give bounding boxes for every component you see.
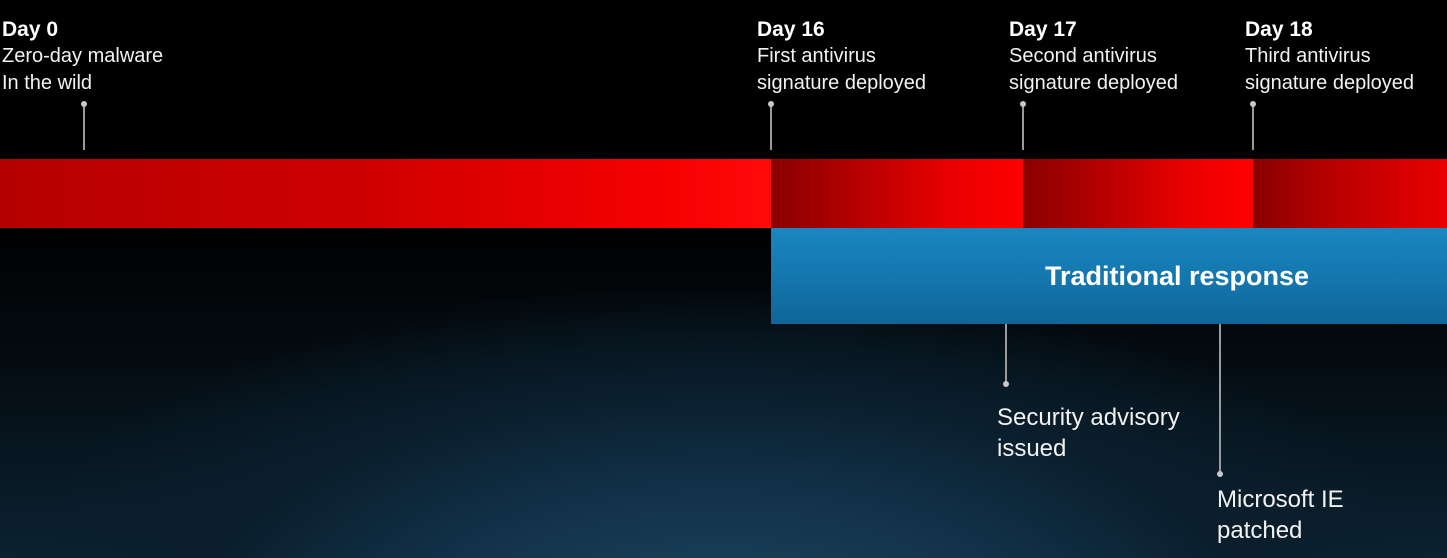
connector-day-16	[768, 101, 774, 150]
connector-ie-patched	[1217, 324, 1223, 477]
milestone-description-line: signature deployed	[1009, 72, 1179, 94]
annotation-line: Security advisory	[997, 404, 1180, 431]
milestone-day-16: Day 16 First antivirus signature deploye…	[757, 17, 926, 97]
milestone-day-18: Day 18 Third antivirus signature deploye…	[1245, 17, 1414, 97]
milestone-description-line: Third antivirus	[1245, 45, 1371, 67]
milestone-day-label: Day 18	[1245, 18, 1313, 41]
milestone-day-label: Day 17	[1009, 18, 1077, 41]
milestone-description-line: Zero-day malware	[2, 45, 164, 67]
milestone-day-label: Day 0	[2, 18, 59, 41]
connector-day-18	[1250, 101, 1256, 150]
milestone-description-line: signature deployed	[1245, 72, 1415, 94]
annotation-line: Microsoft IE	[1217, 486, 1344, 513]
annotation-security-advisory: Security advisory issued	[997, 402, 1180, 464]
traditional-response-bar: Traditional response	[771, 228, 1447, 324]
timeline-segment-day-0	[0, 159, 771, 228]
timeline-segment-day-17	[1023, 159, 1253, 228]
milestone-day-17: Day 17 Second antivirus signature deploy…	[1009, 17, 1178, 97]
milestone-day-label: Day 16	[757, 18, 825, 41]
milestone-description-line: Second antivirus	[1009, 45, 1157, 67]
milestone-day-0: Day 0 Zero-day malware In the wild	[2, 17, 163, 97]
milestone-description-line: First antivirus	[757, 45, 876, 67]
milestone-description-line: In the wild	[2, 72, 93, 94]
annotation-line: issued	[997, 435, 1067, 462]
connector-day-0	[81, 101, 87, 150]
timeline-segment-day-18	[1253, 159, 1447, 228]
traditional-response-label: Traditional response	[1044, 260, 1310, 291]
connector-day-17	[1020, 101, 1026, 150]
timeline-segment-day-16	[771, 159, 1023, 228]
connector-security-advisory	[1003, 324, 1009, 387]
milestone-description-line: signature deployed	[757, 72, 927, 94]
annotation-line: patched	[1217, 517, 1303, 544]
annotation-ie-patched: Microsoft IE patched	[1217, 484, 1344, 546]
